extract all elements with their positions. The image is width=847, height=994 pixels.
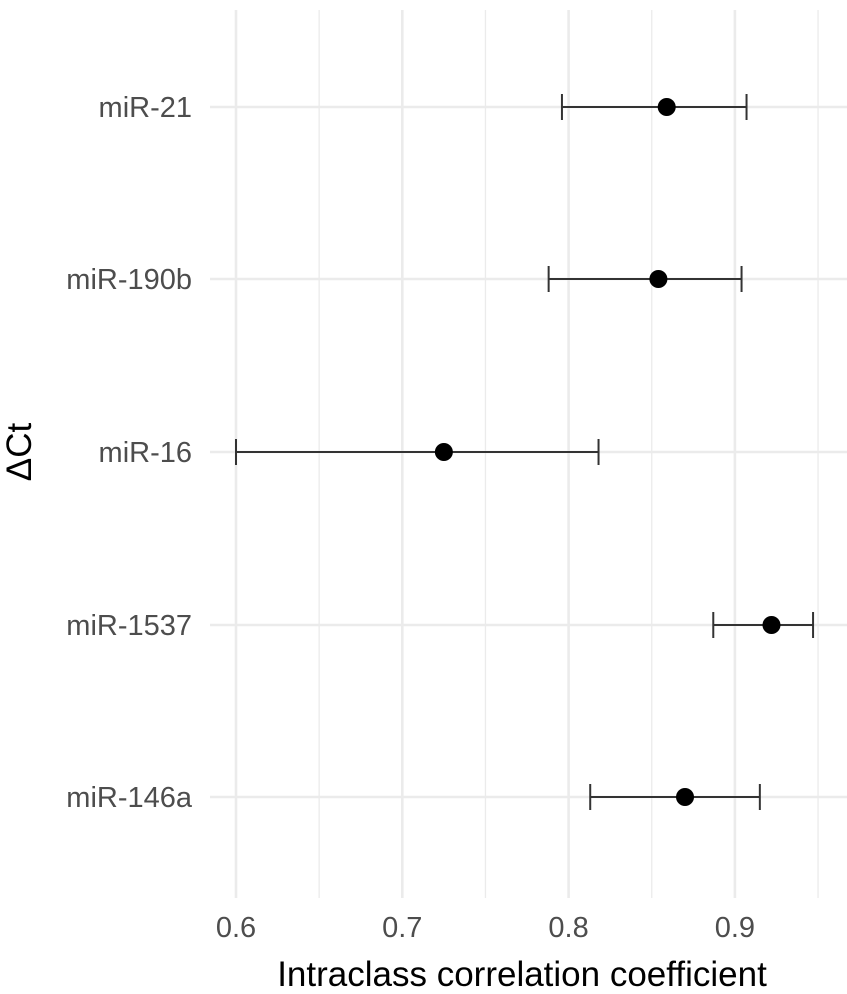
x-tick-label: 0.6 [216, 912, 256, 944]
y-tick-label: miR-16 [99, 437, 192, 469]
x-tick-labels: 0.6 0.7 0.8 0.9 [216, 912, 755, 944]
point-miR-190b [649, 270, 668, 288]
errorbar-miR-16 [235, 439, 600, 465]
x-tick-label: 0.8 [548, 912, 588, 944]
y-tick-label: miR-21 [99, 92, 192, 124]
point-miR-1537 [762, 616, 781, 634]
errorbar-layer [235, 94, 815, 810]
errorbar-miR-21 [560, 94, 748, 120]
errorbar-miR-146a [589, 784, 761, 810]
point-miR-16 [434, 443, 453, 461]
y-tick-label: miR-190b [66, 264, 192, 296]
y-tick-label: miR-1537 [66, 610, 192, 642]
point-miR-21 [657, 98, 676, 116]
errorbar-miR-190b [547, 266, 743, 292]
y-tick-label: miR-146a [66, 782, 193, 814]
grid-layer [210, 10, 847, 898]
point-miR-146a [676, 788, 695, 806]
y-tick-labels: miR-21 miR-190b miR-16 miR-1537 miR-146a [66, 92, 193, 814]
x-tick-label: 0.7 [382, 912, 422, 944]
x-axis-title: Intraclass correlation coefficient [277, 955, 767, 994]
x-tick-label: 0.9 [715, 912, 755, 944]
point-layer [434, 98, 781, 806]
y-axis-title: ΔCt [0, 423, 39, 482]
